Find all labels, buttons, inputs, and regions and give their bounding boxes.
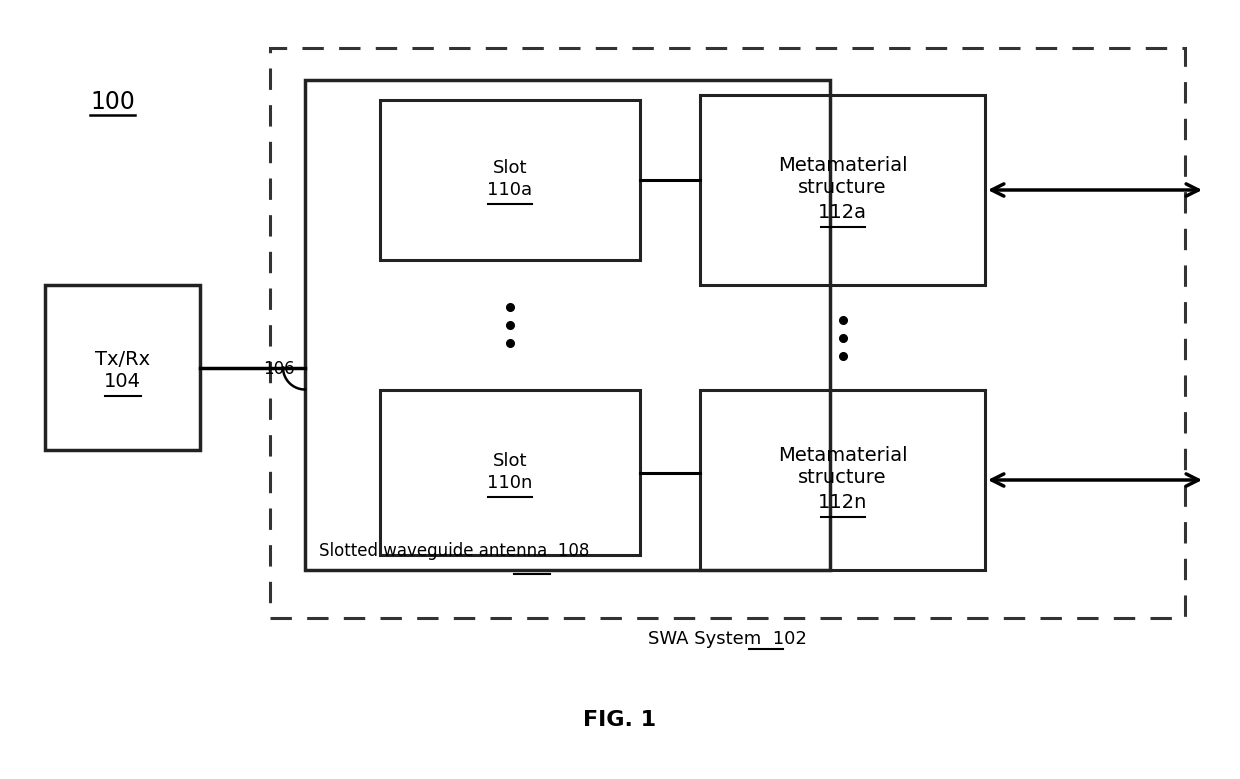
Text: Tx/Rx: Tx/Rx bbox=[95, 350, 150, 369]
Text: 110a: 110a bbox=[487, 181, 532, 199]
Text: Metamaterial: Metamaterial bbox=[777, 156, 908, 174]
Text: structure: structure bbox=[799, 178, 887, 196]
Text: 112n: 112n bbox=[818, 492, 867, 512]
Bar bbox=[701, 95, 985, 285]
Text: 104: 104 bbox=[104, 372, 141, 391]
Text: 112a: 112a bbox=[818, 203, 867, 221]
Text: Slot: Slot bbox=[492, 159, 527, 177]
Text: Metamaterial: Metamaterial bbox=[777, 446, 908, 464]
Text: 110n: 110n bbox=[487, 474, 533, 492]
Bar bbox=[379, 100, 640, 260]
Bar bbox=[270, 48, 1185, 618]
Bar bbox=[701, 390, 985, 570]
Text: structure: structure bbox=[799, 467, 887, 487]
Bar bbox=[379, 390, 640, 555]
Text: Slot: Slot bbox=[492, 452, 527, 470]
Text: 100: 100 bbox=[91, 90, 135, 114]
Bar bbox=[305, 80, 830, 570]
Text: SWA System  102: SWA System 102 bbox=[649, 630, 807, 648]
Text: FIG. 1: FIG. 1 bbox=[584, 710, 656, 730]
Text: 106: 106 bbox=[263, 359, 295, 378]
Text: Slotted waveguide antenna  108: Slotted waveguide antenna 108 bbox=[319, 542, 589, 560]
Bar bbox=[45, 285, 200, 450]
